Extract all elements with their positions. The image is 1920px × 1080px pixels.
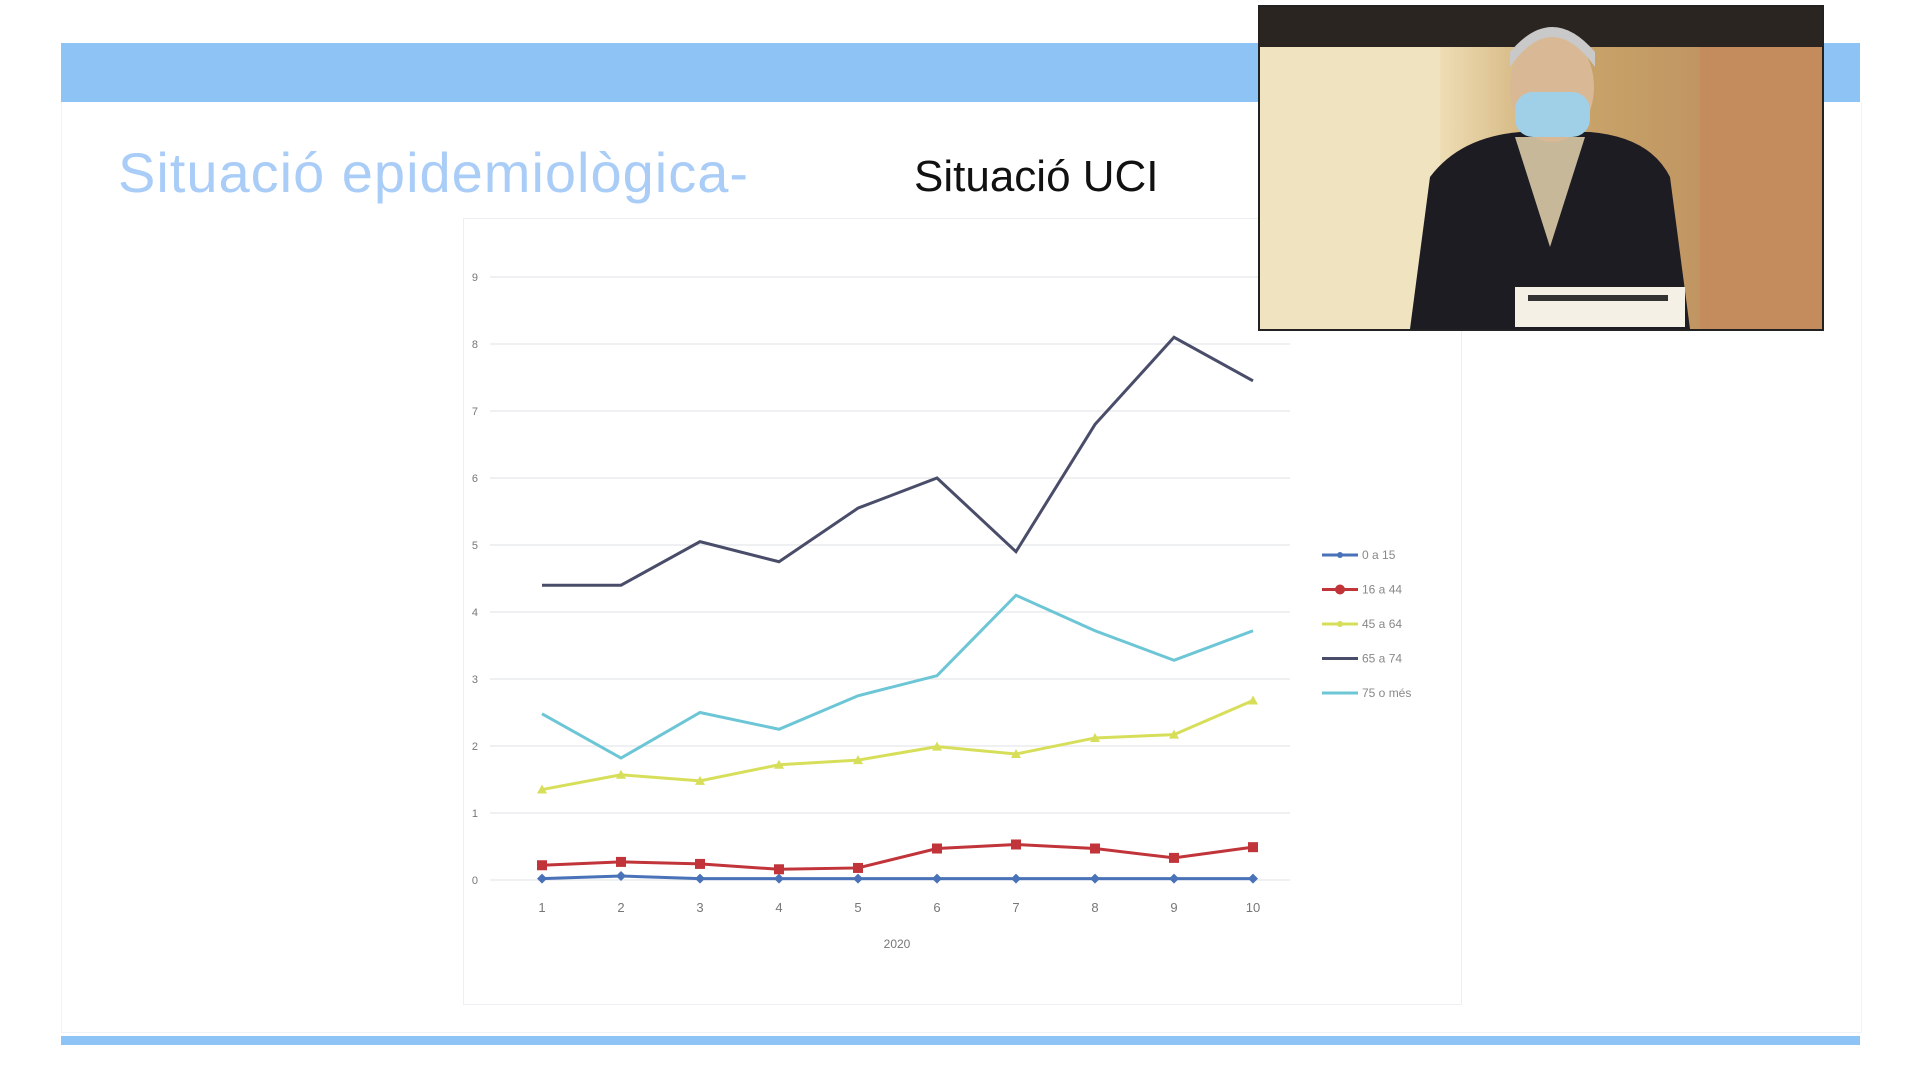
y-tick-label: 1 xyxy=(472,808,478,820)
data-point xyxy=(853,862,863,873)
series-line-2 xyxy=(541,699,1254,792)
data-point xyxy=(1090,873,1100,884)
legend-label: 65 a 74 xyxy=(1362,652,1402,666)
y-tick-label: 7 xyxy=(472,406,478,418)
x-tick-label: 3 xyxy=(696,900,703,915)
data-point xyxy=(1011,749,1021,759)
legend-marker xyxy=(1337,552,1343,558)
slide xyxy=(61,102,1862,1033)
data-point xyxy=(774,759,784,769)
data-point xyxy=(774,873,784,884)
data-point xyxy=(616,870,626,881)
slide-title: Situació epidemiològica- xyxy=(118,141,750,204)
data-point xyxy=(1248,873,1258,884)
data-point xyxy=(1248,695,1258,705)
data-point xyxy=(932,843,942,854)
y-tick-label: 8 xyxy=(472,339,478,351)
x-tick-label: 4 xyxy=(775,900,782,915)
x-tick-label: 10 xyxy=(1246,900,1260,915)
legend-label: 45 a 64 xyxy=(1362,617,1402,631)
data-point xyxy=(1169,852,1179,863)
series-line-3 xyxy=(542,335,1254,587)
series-line-1 xyxy=(541,842,1254,871)
legend-label: 0 a 15 xyxy=(1362,548,1396,562)
data-point xyxy=(853,873,863,884)
x-tick-label: 5 xyxy=(854,900,861,915)
data-point xyxy=(537,784,547,794)
speaker-video-feed xyxy=(1258,5,1824,331)
x-axis-label: 2020 xyxy=(884,937,911,951)
data-point xyxy=(932,741,942,751)
data-point xyxy=(537,860,547,871)
x-tick-label: 2 xyxy=(617,900,624,915)
footer-band xyxy=(61,1036,1860,1045)
data-point xyxy=(774,864,784,875)
data-point xyxy=(932,873,942,884)
data-point xyxy=(1248,842,1258,853)
x-tick-label: 8 xyxy=(1091,900,1098,915)
x-tick-label: 6 xyxy=(933,900,940,915)
data-point xyxy=(1011,873,1021,884)
data-point xyxy=(1011,839,1021,850)
legend-label: 75 o més xyxy=(1362,686,1411,700)
legend-marker xyxy=(1337,621,1343,627)
legend-label: 16 a 44 xyxy=(1362,583,1402,597)
data-point xyxy=(537,873,547,884)
data-point xyxy=(616,856,626,867)
slide-subtitle: Situació UCI xyxy=(914,152,1159,201)
data-point xyxy=(1090,843,1100,854)
data-point xyxy=(616,769,626,779)
y-tick-label: 6 xyxy=(472,473,478,485)
x-tick-label: 7 xyxy=(1012,900,1019,915)
y-tick-label: 5 xyxy=(472,540,478,552)
x-tick-label: 1 xyxy=(538,900,545,915)
speaker-video-icon xyxy=(1260,7,1822,329)
data-point xyxy=(695,858,705,869)
data-point xyxy=(1090,732,1100,742)
legend-marker xyxy=(1335,584,1345,595)
y-tick-label: 2 xyxy=(472,741,478,753)
data-point xyxy=(695,873,705,884)
data-point xyxy=(1169,873,1179,884)
data-point xyxy=(695,775,705,785)
y-tick-label: 3 xyxy=(472,674,478,686)
series-line-4 xyxy=(541,593,1254,760)
x-tick-label: 9 xyxy=(1170,900,1177,915)
data-point xyxy=(1169,729,1179,739)
y-tick-label: 9 xyxy=(472,272,478,284)
y-tick-label: 0 xyxy=(472,875,478,887)
data-point xyxy=(853,755,863,765)
y-tick-label: 4 xyxy=(472,607,478,619)
series-line-0 xyxy=(541,874,1253,881)
